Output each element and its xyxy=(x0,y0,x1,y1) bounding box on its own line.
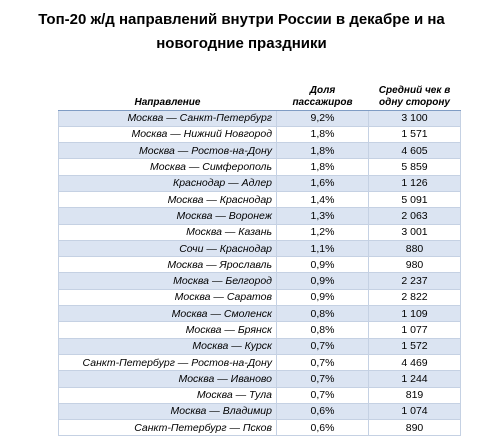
table-row: Москва — Тула 0,7% 819 xyxy=(58,387,461,404)
cell-share: 0,6% xyxy=(276,419,369,436)
cell-route: Москва — Брянск xyxy=(58,321,277,339)
cell-check: 2 237 xyxy=(368,272,461,290)
cell-check: 1 572 xyxy=(368,338,461,355)
cell-route: Москва — Иваново xyxy=(58,370,277,388)
cell-check: 4 605 xyxy=(368,142,461,160)
cell-share: 0,8% xyxy=(276,321,369,339)
cell-share: 0,8% xyxy=(276,305,369,323)
cell-share: 1,3% xyxy=(276,207,369,225)
cell-route: Москва — Владимир xyxy=(58,403,277,421)
table-row: Москва — Белгород 0,9% 2 237 xyxy=(58,272,461,290)
cell-share: 1,4% xyxy=(276,191,369,209)
cell-share: 0,7% xyxy=(276,370,369,388)
table-row: Москва — Ярославль 0,9% 980 xyxy=(58,256,461,274)
cell-route: Москва — Ростов-на-Дону xyxy=(58,142,277,160)
cell-route: Москва — Симферополь xyxy=(58,158,277,176)
table-row: Москва — Краснодар 1,4% 5 091 xyxy=(58,191,461,209)
table-row: Москва — Иваново 0,7% 1 244 xyxy=(58,370,461,388)
cell-route: Москва — Воронеж xyxy=(58,207,277,225)
cell-share: 0,9% xyxy=(276,289,369,307)
cell-route: Москва — Нижний Новгород xyxy=(58,126,277,144)
cell-route: Москва — Тула xyxy=(58,387,277,404)
cell-check: 880 xyxy=(368,240,461,258)
table-row: Москва — Саратов 0,9% 2 822 xyxy=(58,289,461,307)
table-row: Москва — Санкт-Петербург 9,2% 3 100 xyxy=(58,110,461,127)
cell-route: Москва — Саратов xyxy=(58,289,277,307)
cell-check: 4 469 xyxy=(368,354,461,372)
cell-check: 1 571 xyxy=(368,126,461,144)
cell-route: Москва — Краснодар xyxy=(58,191,277,209)
cell-check: 2 822 xyxy=(368,289,461,307)
cell-share: 0,7% xyxy=(276,338,369,355)
table-row: Москва — Ростов-на-Дону 1,8% 4 605 xyxy=(58,142,461,160)
cell-route: Москва — Санкт-Петербург xyxy=(58,110,277,127)
header-route: Направление xyxy=(58,80,277,111)
cell-check: 2 063 xyxy=(368,207,461,225)
cell-share: 0,9% xyxy=(276,256,369,274)
cell-share: 1,2% xyxy=(276,224,369,241)
cell-route: Сочи — Краснодар xyxy=(58,240,277,258)
header-share: Доля пассажиров xyxy=(276,80,369,111)
cell-check: 1 244 xyxy=(368,370,461,388)
cell-share: 1,1% xyxy=(276,240,369,258)
table-row: Москва — Курск 0,7% 1 572 xyxy=(58,338,461,355)
cell-route: Москва — Белгород xyxy=(58,272,277,290)
cell-share: 1,8% xyxy=(276,142,369,160)
cell-route: Москва — Смоленск xyxy=(58,305,277,323)
cell-route: Санкт-Петербург — Ростов-на-Дону xyxy=(58,354,277,372)
table-row: Санкт-Петербург — Псков 0,6% 890 xyxy=(58,419,461,436)
page-title: Топ-20 ж/д направлений внутри России в д… xyxy=(0,8,483,56)
cell-share: 1,8% xyxy=(276,126,369,144)
routes-table: Направление Доля пассажиров Средний чек … xyxy=(58,80,461,436)
table-body: Москва — Санкт-Петербург 9,2% 3 100 Москва … xyxy=(58,110,461,436)
cell-share: 0,7% xyxy=(276,354,369,372)
cell-check: 1 074 xyxy=(368,403,461,421)
cell-route: Москва — Казань xyxy=(58,224,277,241)
title-line-2: новогодние праздники xyxy=(156,35,327,52)
header-check: Средний чек в одну сторону xyxy=(368,80,461,111)
cell-route: Москва — Ярославль xyxy=(58,256,277,274)
title-line-1: Топ-20 ж/д направлений внутри России в д… xyxy=(38,11,445,28)
table-row: Москва — Нижний Новгород 1,8% 1 571 xyxy=(58,126,461,144)
table-row: Москва — Симферополь 1,8% 5 859 xyxy=(58,158,461,176)
cell-check: 1 109 xyxy=(368,305,461,323)
table-row: Москва — Смоленск 0,8% 1 109 xyxy=(58,305,461,323)
cell-check: 3 100 xyxy=(368,110,461,127)
cell-check: 819 xyxy=(368,387,461,404)
cell-share: 0,6% xyxy=(276,403,369,421)
table-row: Москва — Владимир 0,6% 1 074 xyxy=(58,403,461,421)
table-row: Санкт-Петербург — Ростов-на-Дону 0,7% 4 46… xyxy=(58,354,461,372)
cell-check: 5 859 xyxy=(368,158,461,176)
cell-check: 3 001 xyxy=(368,224,461,241)
table-row: Москва — Казань 1,2% 3 001 xyxy=(58,224,461,241)
cell-route: Краснодар — Адлер xyxy=(58,175,277,192)
cell-share: 1,6% xyxy=(276,175,369,192)
table-row: Краснодар — Адлер 1,6% 1 126 xyxy=(58,175,461,192)
cell-route: Санкт-Петербург — Псков xyxy=(58,419,277,436)
cell-check: 980 xyxy=(368,256,461,274)
cell-check: 5 091 xyxy=(368,191,461,209)
cell-share: 0,7% xyxy=(276,387,369,404)
cell-check: 1 077 xyxy=(368,321,461,339)
cell-route: Москва — Курск xyxy=(58,338,277,355)
table-row: Москва — Брянск 0,8% 1 077 xyxy=(58,321,461,339)
cell-check: 890 xyxy=(368,419,461,436)
table-header-row: Направление Доля пассажиров Средний чек … xyxy=(58,80,461,111)
table-row: Москва — Воронеж 1,3% 2 063 xyxy=(58,207,461,225)
cell-check: 1 126 xyxy=(368,175,461,192)
cell-share: 0,9% xyxy=(276,272,369,290)
table-row: Сочи — Краснодар 1,1% 880 xyxy=(58,240,461,258)
cell-share: 9,2% xyxy=(276,110,369,127)
cell-share: 1,8% xyxy=(276,158,369,176)
